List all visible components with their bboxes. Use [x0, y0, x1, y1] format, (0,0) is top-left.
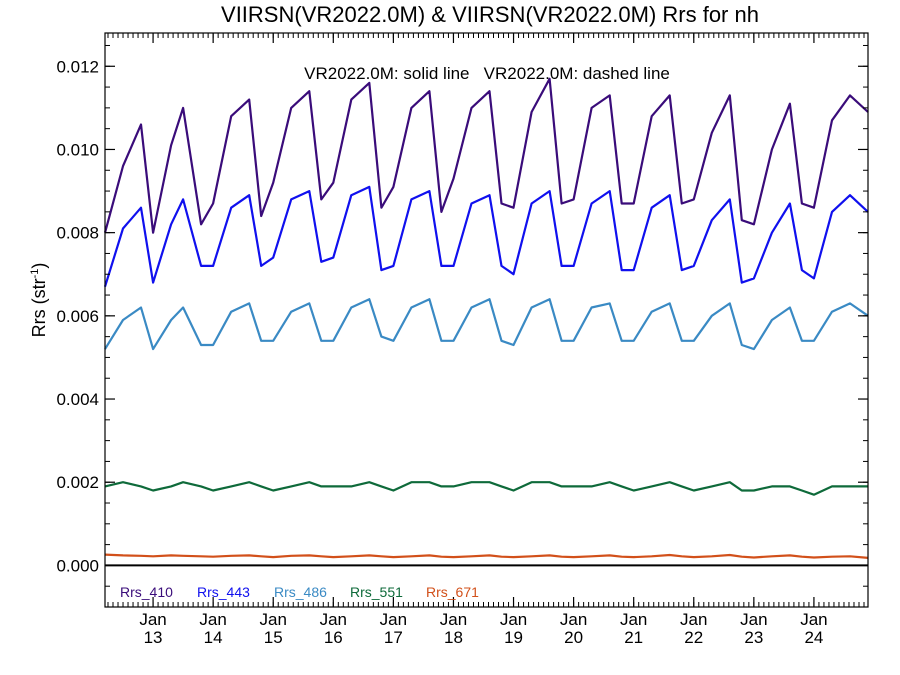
x-tick-label-year: 24: [804, 628, 823, 647]
series-line-rrs-551: [104, 481, 868, 496]
x-tick-label-month: Jan: [260, 610, 287, 629]
legend-entry-rrs-671: Rrs_671: [426, 584, 479, 600]
y-tick-label: 0.004: [56, 390, 99, 409]
legend-entry-rrs-486: Rrs_486: [274, 584, 327, 600]
y-tick-label: 0.008: [56, 224, 99, 243]
y-axis-label-superscript: -1: [29, 269, 41, 279]
x-tick-label-month: Jan: [320, 610, 347, 629]
series-line-rrs-410: [103, 77, 869, 234]
x-tick-label-year: 17: [384, 628, 403, 647]
y-axis-label-main: Rrs (str: [29, 278, 49, 337]
y-axis-label-tail: ): [29, 263, 49, 269]
series-line-rrs-443: [103, 185, 869, 288]
x-tick-label-month: Jan: [620, 610, 647, 629]
series-line-rrs-486: [104, 298, 869, 351]
x-tick-label-month: Jan: [740, 610, 767, 629]
legend-entry-rrs-551: Rrs_551: [350, 584, 403, 600]
x-tick-label-month: Jan: [199, 610, 226, 629]
x-tick-label-year: 13: [144, 628, 163, 647]
x-tick-label-month: Jan: [440, 610, 467, 629]
x-tick-label-month: Jan: [560, 610, 587, 629]
x-tick-label-month: Jan: [680, 610, 707, 629]
x-tick-label-month: Jan: [380, 610, 407, 629]
x-tick-label-month: Jan: [139, 610, 166, 629]
y-tick-label: 0.010: [56, 140, 99, 159]
x-tick-label-year: 21: [624, 628, 643, 647]
series-line-rrs-671: [104, 553, 869, 559]
plot-frame: [104, 32, 869, 608]
x-tick-label-year: 20: [564, 628, 583, 647]
svg-text:Rrs (str-1): Rrs (str-1): [29, 263, 49, 338]
y-tick-label: 0.000: [56, 556, 99, 575]
x-tick-label-year: 18: [444, 628, 463, 647]
chart-annotation: VR2022.0M: solid line VR2022.0M: dashed …: [304, 64, 670, 83]
y-tick-label: 0.006: [56, 307, 99, 326]
x-tick-label-month: Jan: [800, 610, 827, 629]
x-tick-label-year: 15: [264, 628, 283, 647]
x-tick-label-year: 14: [204, 628, 223, 647]
legend-entry-rrs-410: Rrs_410: [120, 584, 173, 600]
x-tick-label-month: Jan: [500, 610, 527, 629]
y-tick-label: 0.012: [56, 57, 99, 76]
y-axis-label: Rrs (str-1): [29, 263, 49, 338]
x-tick-label-year: 19: [504, 628, 523, 647]
legend-entry-rrs-443: Rrs_443: [197, 584, 250, 600]
chart-title: VIIRSN(VR2022.0M) & VIIRSN(VR2022.0M) Rr…: [221, 2, 759, 27]
x-tick-label-year: 16: [324, 628, 343, 647]
x-tick-label-year: 23: [744, 628, 763, 647]
x-tick-label-year: 22: [684, 628, 703, 647]
y-tick-label: 0.002: [56, 473, 99, 492]
